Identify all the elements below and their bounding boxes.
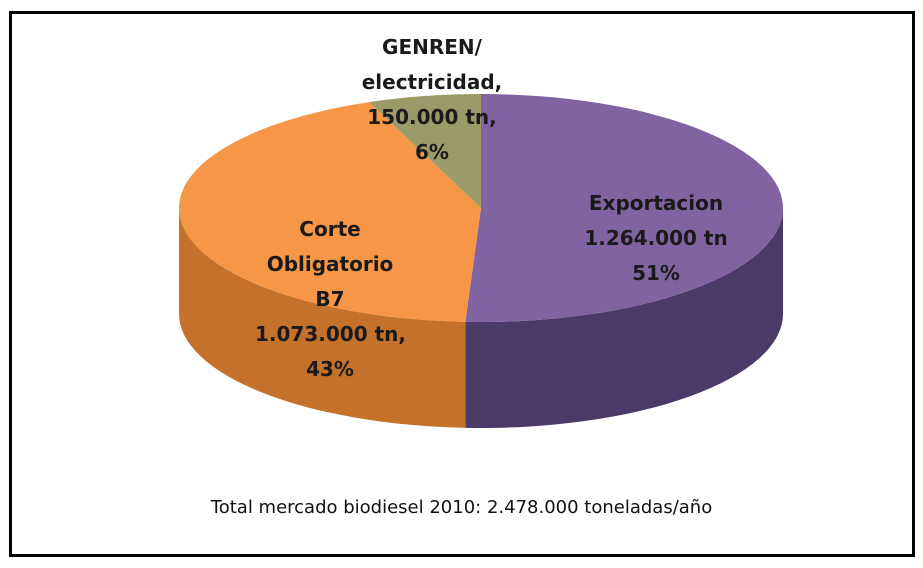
- slice: [178, 102, 481, 322]
- data-label: GENREN/ electricidad, 150.000 tn, 6%: [352, 30, 512, 170]
- percent-label: 6%: [415, 140, 449, 164]
- slice-side: [465, 208, 783, 428]
- slice-name: GENREN/ electricidad,: [361, 35, 503, 94]
- data-label: Corte Obligatorio B7 1.073.000 tn, 43%: [255, 212, 406, 387]
- value-label: 1.073.000 tn,: [255, 322, 406, 346]
- data-label: Exportacion 1.264.000 tn 51%: [526, 186, 786, 291]
- percent-label: 43%: [306, 357, 354, 381]
- percent-label: 51%: [632, 261, 680, 285]
- slice-side: [179, 208, 466, 428]
- slice-name: Corte Obligatorio B7: [266, 217, 394, 311]
- annotation: Total mercado biodiesel 2010: 2.478.000 …: [210, 497, 713, 518]
- value-label: 150.000 tn,: [367, 105, 497, 129]
- slice: [465, 94, 783, 322]
- slice-name: Exportacion: [588, 191, 724, 215]
- chart-frame: [9, 11, 915, 557]
- slice: [369, 94, 481, 208]
- value-label: 1.264.000 tn: [584, 226, 728, 250]
